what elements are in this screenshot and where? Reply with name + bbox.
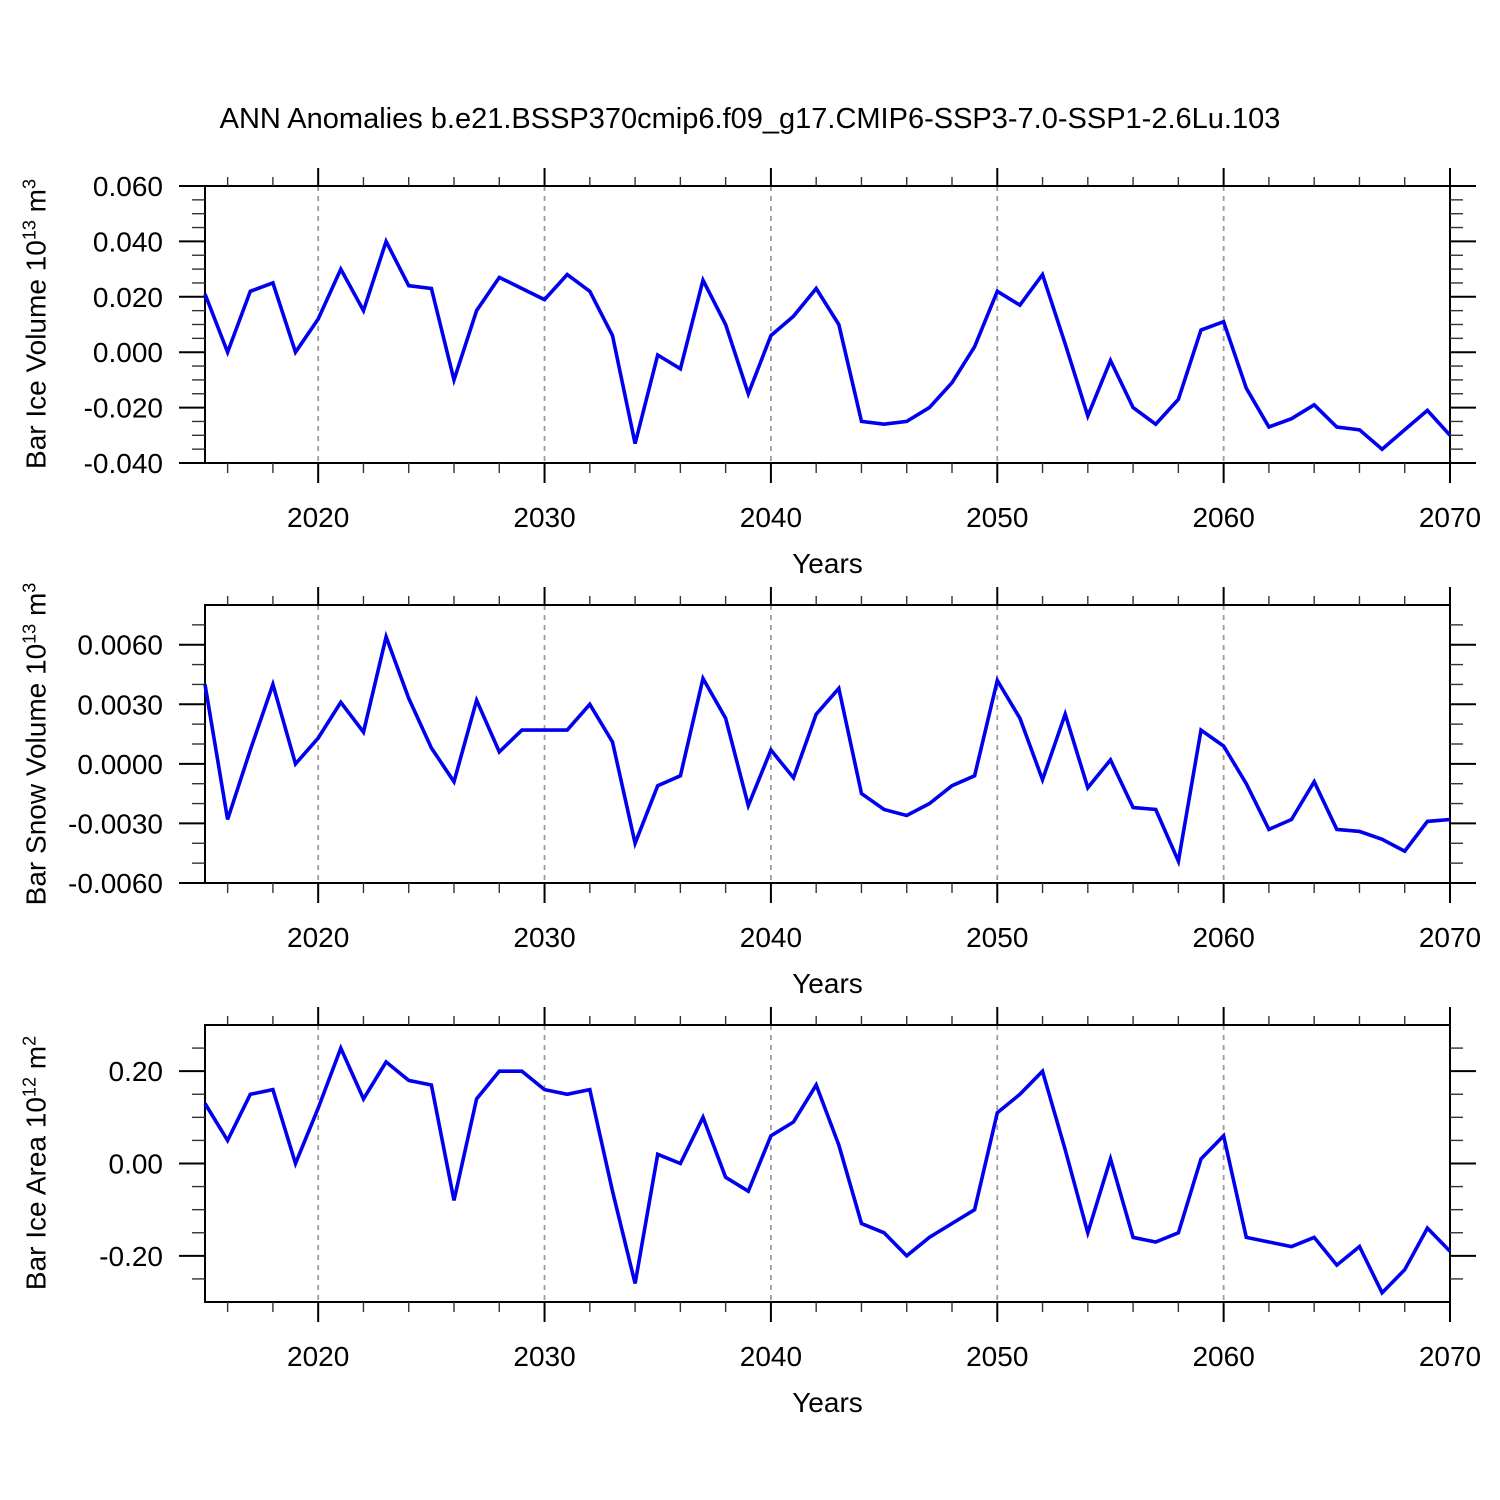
x-tick-label: 2060 [1192,502,1254,533]
chart-title: ANN Anomalies b.e21.BSSP370cmip6.f09_g17… [219,103,1281,135]
y-tick-label: 0.040 [93,226,163,257]
tick-labels: 0.060 0.040 0.020 0.000 -0.020 -0.040 2020 2030… [84,171,1482,579]
x-tick-label: 2070 [1419,502,1481,533]
y-tick-label: 0.0060 [77,630,163,661]
y-tick-label: -0.0030 [68,808,163,839]
x-axis-label: Years [792,1387,863,1418]
ticks [179,1007,1476,1322]
snow-volume-chart: 0.0060 0.0030 0.0000 -0.0030 -0.0060 2020 2030… [68,587,1481,999]
x-axis-label: Years [792,548,863,579]
x-tick-label: 2020 [287,502,349,533]
gridlines [317,186,1225,463]
x-tick-label: 2040 [740,1341,802,1372]
ticks [179,168,1476,483]
data-line [203,630,1451,868]
x-tick-label: 2050 [966,922,1028,953]
gridlines [317,1025,1225,1302]
x-tick-label: 2030 [513,1341,575,1372]
y-tick-label: 0.000 [93,337,163,368]
x-tick-label: 2060 [1192,922,1254,953]
y-tick-label: 0.00 [109,1149,164,1180]
x-tick-label: 2020 [287,922,349,953]
x-tick-label: 2030 [513,922,575,953]
x-tick-label: 2030 [513,502,575,533]
y-tick-label: 0.060 [93,171,163,202]
x-tick-label: 2040 [740,922,802,953]
tick-labels: 0.20 0.00 -0.20 2020 2030 2040 2050 2060 2070 Yea… [99,1056,1481,1418]
x-tick-label: 2070 [1419,922,1481,953]
y-tick-label: -0.20 [99,1241,163,1272]
ice-area-chart: 0.20 0.00 -0.20 2020 2030 2040 2050 2060 2070 Yea… [99,1007,1481,1418]
data-line [203,236,1452,452]
data-line [203,1043,1452,1296]
x-tick-label: 2050 [966,502,1028,533]
y-tick-label: 0.020 [93,282,163,313]
x-tick-label: 2040 [740,502,802,533]
tick-labels: 0.0060 0.0030 0.0000 -0.0030 -0.0060 2020 2030… [68,630,1481,999]
y-tick-label: -0.020 [84,393,163,424]
y-tick-label: 0.0000 [77,749,163,780]
x-tick-label: 2050 [966,1341,1028,1372]
y-tick-label: -0.0060 [68,868,163,899]
x-axis-label: Years [792,968,863,999]
x-tick-label: 2060 [1192,1341,1254,1372]
y-tick-label: -0.040 [84,448,163,479]
x-tick-label: 2020 [287,1341,349,1372]
y-tick-label: 0.20 [109,1056,164,1087]
ice-volume-chart: 0.060 0.040 0.020 0.000 -0.020 -0.040 2020 2030… [84,168,1482,579]
gridlines [317,605,1225,883]
ticks [179,587,1476,903]
plot-box [204,604,1451,884]
plot-box [204,185,1451,464]
x-tick-label: 2070 [1419,1341,1481,1372]
y-tick-label: 0.0030 [77,689,163,720]
